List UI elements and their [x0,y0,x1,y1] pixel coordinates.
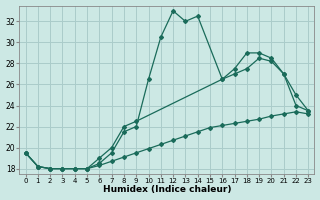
X-axis label: Humidex (Indice chaleur): Humidex (Indice chaleur) [103,185,231,194]
